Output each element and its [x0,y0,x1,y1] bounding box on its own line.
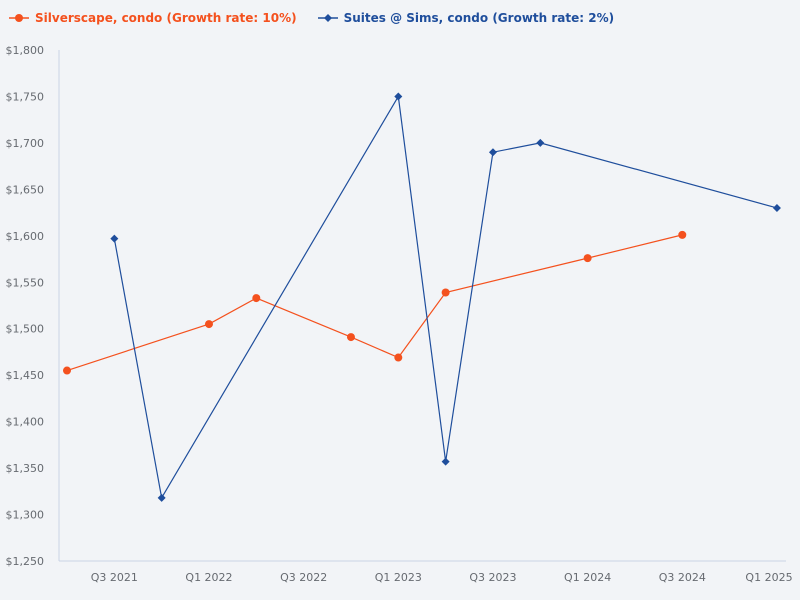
x-tick-label: Q1 2024 [564,571,611,584]
data-point[interactable] [346,333,355,342]
data-point[interactable] [488,148,497,157]
data-point[interactable] [110,234,119,243]
x-axis: Q3 2021 Q1 2022 Q3 2022 Q1 2023 Q3 2023 Q1 20… [59,560,793,584]
data-point[interactable] [394,92,403,101]
y-axis: $1,250 $1,300 $1,350 $1,400 $1,450 $1,500 $1,5… [6,44,60,568]
series-1 [110,92,781,502]
y-tick-label: $1,700 [6,137,45,150]
legend-label: Silverscape, condo (Growth rate: 10%) [35,11,297,25]
x-tick-label: Q3 2023 [469,571,516,584]
data-point[interactable] [157,493,166,502]
x-tick-label: Q1 2023 [375,571,422,584]
legend-label: Suites @ Sims, condo (Growth rate: 2%) [343,11,615,25]
legend-item-silverscape[interactable]: Silverscape, condo (Growth rate: 10%) [8,11,297,25]
data-point[interactable] [772,203,781,212]
y-tick-label: $1,550 [6,276,45,289]
data-point[interactable] [204,320,213,329]
y-tick-label: $1,800 [6,44,45,57]
y-tick-label: $1,250 [6,555,45,568]
x-tick-label: Q1 2025 [745,571,792,584]
data-point[interactable] [678,230,687,239]
data-point[interactable] [441,457,450,466]
chart-legend: Silverscape, condo (Growth rate: 10%) Su… [8,9,634,27]
circle-marker-icon [9,14,29,22]
series-layer [63,92,781,502]
data-point[interactable] [252,294,261,303]
x-tick-label: Q3 2022 [280,571,327,584]
x-tick-label: Q3 2021 [91,571,138,584]
y-tick-label: $1,350 [6,462,45,475]
diamond-marker-icon [317,14,338,22]
data-point[interactable] [536,138,545,147]
data-point[interactable] [441,288,450,297]
data-point[interactable] [394,353,403,362]
series-0 [63,230,687,375]
y-tick-label: $1,500 [6,323,45,336]
y-tick-label: $1,300 [6,509,45,522]
y-tick-label: $1,650 [6,183,45,196]
y-tick-label: $1,750 [6,90,45,103]
data-point[interactable] [583,254,592,263]
y-tick-label: $1,400 [6,416,45,429]
x-tick-label: Q1 2022 [185,571,232,584]
x-tick-label: Q3 2024 [659,571,706,584]
y-tick-label: $1,450 [6,369,45,382]
data-point[interactable] [63,366,71,375]
y-tick-label: $1,600 [6,230,45,243]
legend-item-suites-sims[interactable]: Suites @ Sims, condo (Growth rate: 2%) [317,11,615,25]
